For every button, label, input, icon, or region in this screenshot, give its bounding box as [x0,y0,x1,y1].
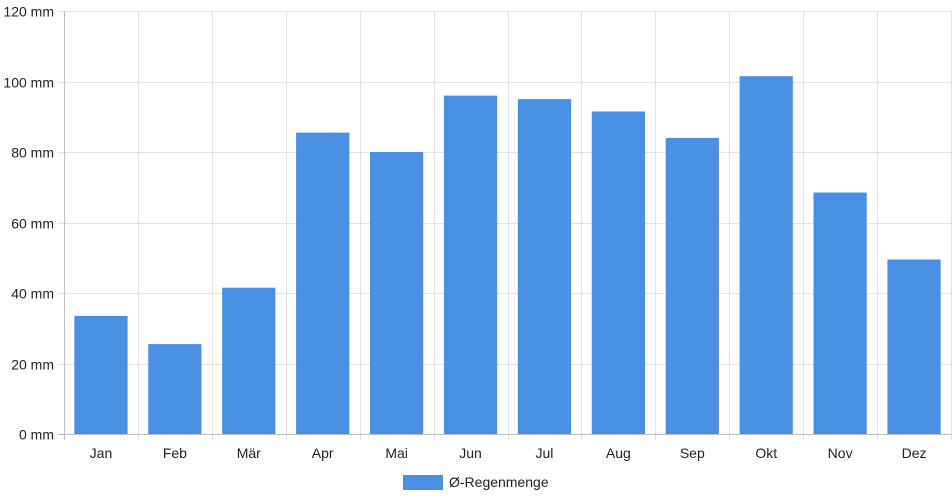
bar-feb[interactable] [148,344,202,434]
y-tick-label: 20 mm [11,357,54,373]
x-tick-label: Okt [755,445,777,461]
x-tick-label: Mär [237,445,261,461]
y-tick-label: 60 mm [11,216,54,232]
bar-aug[interactable] [591,111,645,435]
bar-jun[interactable] [443,95,498,434]
y-tick-label: 120 mm [3,4,54,20]
x-tick-label: Feb [163,445,187,461]
legend[interactable]: Ø-Regenmenge [403,472,549,492]
axes [58,11,951,440]
y-tick-labels: 0 mm 20 mm 40 mm 60 mm 80 mm 100 mm 120 mm [3,4,54,443]
x-tick-label: Jul [536,445,554,461]
x-tick-label: Dez [902,445,927,461]
grid-lines [58,11,952,440]
bar-mär[interactable] [222,287,276,434]
bar-mai[interactable] [370,152,424,434]
x-tick-label: Nov [828,445,853,461]
y-tick-label: 80 mm [11,145,54,161]
bar-jan[interactable] [74,315,128,434]
y-tick-label: 100 mm [3,75,54,91]
y-tick-label: 40 mm [11,286,54,302]
x-tick-labels: Jan Feb Mär Apr Mai Jun Jul Aug Sep Okt Nov Dez [90,445,927,461]
bar-okt[interactable] [739,76,793,435]
bar-dez[interactable] [887,259,941,434]
bar-apr[interactable] [296,132,350,435]
x-tick-label: Mai [385,445,408,461]
x-tick-label: Sep [680,445,705,461]
x-tick-label: Apr [312,445,334,461]
bar-jul[interactable] [517,99,572,435]
legend-label: Ø-Regenmenge [449,474,549,490]
x-tick-label: Jun [459,445,482,461]
bar-sep[interactable] [665,137,719,434]
legend-swatch [403,474,443,490]
bars [74,76,941,435]
x-tick-label: Jan [90,445,113,461]
bar-nov[interactable] [813,192,867,434]
y-tick-label: 0 mm [19,427,54,443]
x-tick-label: Aug [606,445,631,461]
